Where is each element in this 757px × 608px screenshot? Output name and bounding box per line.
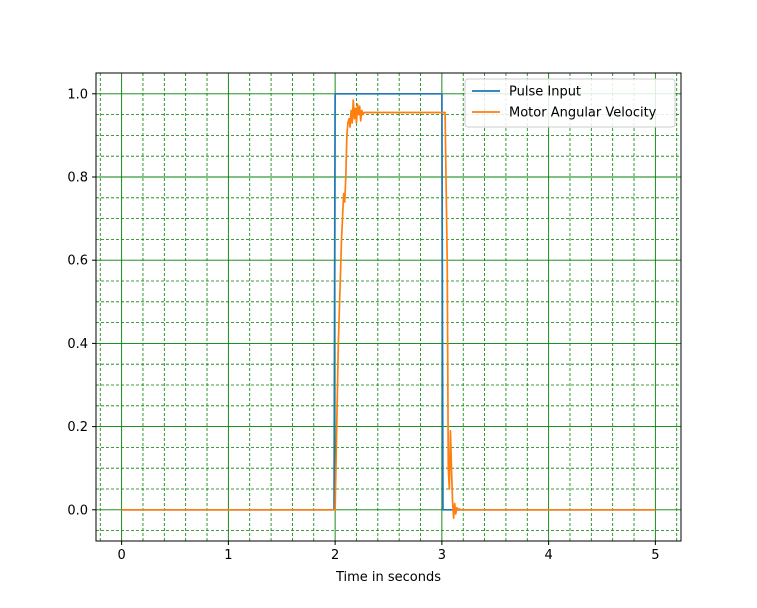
x-axis-label: Time in seconds [335,570,441,585]
x-tick-label: 0 [117,548,125,563]
y-tick-label: 0.6 [67,254,88,269]
y-tick-label: 0.2 [67,420,88,435]
plot-area-border [95,72,682,542]
series-line-2 [121,99,656,519]
y-tick-label: 0.0 [67,503,88,518]
ticks: 0 1 2 3 4 5 0.0 0.2 0.4 0.6 0.8 1.0 [67,87,659,563]
x-tick-label: 5 [651,548,659,563]
legend-box [464,78,676,128]
grid [96,72,681,541]
x-tick-label: 4 [544,548,552,563]
legend: Pulse Input Motor Angular Velocity [464,78,676,128]
series [121,92,656,519]
axes-frame [95,72,682,542]
x-tick-label: 3 [438,548,446,563]
x-tick-label: 2 [331,548,339,563]
x-tick-label: 1 [224,548,232,563]
legend-label: Motor Angular Velocity [509,106,657,121]
y-tick-label: 1.0 [67,87,88,102]
legend-label: Pulse Input [509,85,581,100]
y-tick-label: 0.4 [67,337,88,352]
y-tick-label: 0.8 [67,171,88,186]
